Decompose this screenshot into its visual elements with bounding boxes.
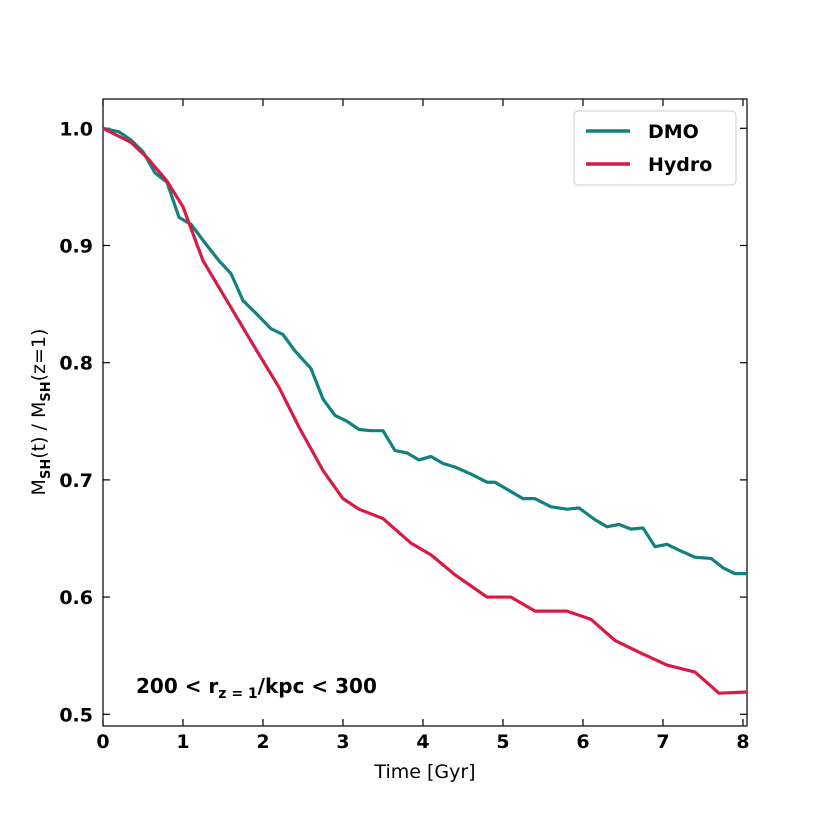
annotation-part-b: /kpc < 300 [258,674,377,698]
legend: DMO Hydro [573,110,737,186]
legend-label-dmo: DMO [648,121,699,143]
annotation-subscript: z = 1 [218,686,257,702]
y-tick-label: 0.7 [59,470,93,492]
series-layer [102,126,748,695]
y-tick-label: 1.0 [59,118,93,140]
x-axis-title: Time [Gyr] [373,761,475,783]
y-tick-label: 0.9 [59,235,93,257]
x-tick-label: 0 [96,731,109,753]
y-tick-label: 0.6 [59,587,93,609]
x-tick-label: 1 [176,731,189,753]
x-tick-label: 6 [576,731,589,753]
y-title-sub1: SH [39,459,54,479]
annotation-part-a: 200 < r [136,674,218,698]
series-line-dmo [102,126,747,576]
series-line-hydro [102,126,748,695]
ticks-group: 0 1 2 3 4 5 6 7 8 0.5 0.6 0.7 0.8 0.9 1.0 [59,99,750,753]
legend-label-hydro: Hydro [648,154,712,176]
y-title-mid: (t) / M [28,402,50,459]
y-title-end: (z=1) [28,329,50,382]
y-title-sub2: SH [39,381,54,401]
x-tick-label: 7 [656,731,669,753]
x-tick-label: 3 [336,731,349,753]
y-tick-label: 0.8 [59,353,93,375]
y-axis-title: MSH(t) / MSH(z=1) [28,329,54,496]
y-tick-label: 0.5 [59,704,93,726]
x-tick-label: 2 [256,731,269,753]
x-tick-label: 8 [736,731,749,753]
plot-frame [102,98,748,727]
y-title-m1: M [28,479,50,495]
x-tick-label: 5 [496,731,509,753]
x-tick-label: 4 [416,731,429,753]
annotation-range: 200 < rz = 1/kpc < 300 [136,674,377,702]
